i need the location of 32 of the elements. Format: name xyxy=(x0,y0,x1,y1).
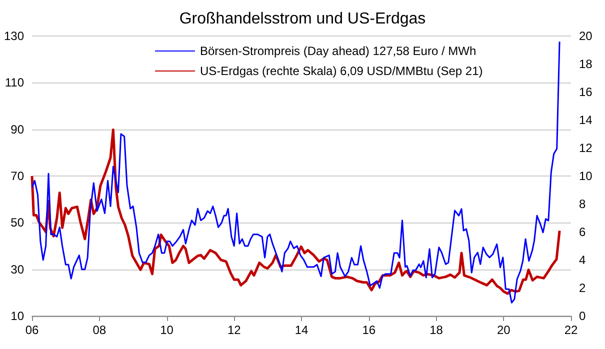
chart-title: Großhandelsstrom und US-Erdgas xyxy=(179,10,426,28)
y-tick-label: 50 xyxy=(10,216,24,230)
y2-tick-label: 8 xyxy=(579,197,586,211)
x-tick-label: 18 xyxy=(430,323,444,337)
legend-label: Börsen-Strompreis (Day ahead) 127,58 Euro / MWh xyxy=(200,44,476,58)
y2-tick-label: 10 xyxy=(579,169,593,183)
y2-tick-label: 0 xyxy=(579,309,586,323)
x-tick-label: 16 xyxy=(362,323,376,337)
y-tick-label: 130 xyxy=(4,29,24,43)
x-tick-label: 12 xyxy=(227,323,242,337)
y2-tick-label: 6 xyxy=(579,225,586,239)
x-tick-label: 22 xyxy=(564,323,578,337)
line-series xyxy=(30,128,561,295)
y2-tick-label: 2 xyxy=(579,281,586,295)
x-tick-label: 08 xyxy=(92,323,106,337)
x-tick-label: 14 xyxy=(294,323,308,337)
x-tick-label: 10 xyxy=(160,323,174,337)
y2-tick-label: 14 xyxy=(579,113,593,127)
y2-tick-label: 18 xyxy=(579,57,593,71)
line-series xyxy=(31,40,560,304)
y-tick-label: 30 xyxy=(10,262,24,276)
x-tick-label: 06 xyxy=(25,323,39,337)
y-tick-label: 90 xyxy=(10,122,24,136)
y-tick-label: 110 xyxy=(4,76,24,90)
x-tick-label: 20 xyxy=(496,323,511,337)
y2-tick-label: 4 xyxy=(579,253,586,267)
y-tick-label: 10 xyxy=(10,309,24,323)
y2-tick-label: 20 xyxy=(579,29,593,43)
y2-tick-label: 12 xyxy=(579,141,593,155)
legend-label: US-Erdgas (rechte Skala) 6,09 USD/MMBtu (Sep 21) xyxy=(200,64,483,78)
y-tick-label: 70 xyxy=(10,169,24,183)
y2-tick-label: 16 xyxy=(579,85,593,99)
